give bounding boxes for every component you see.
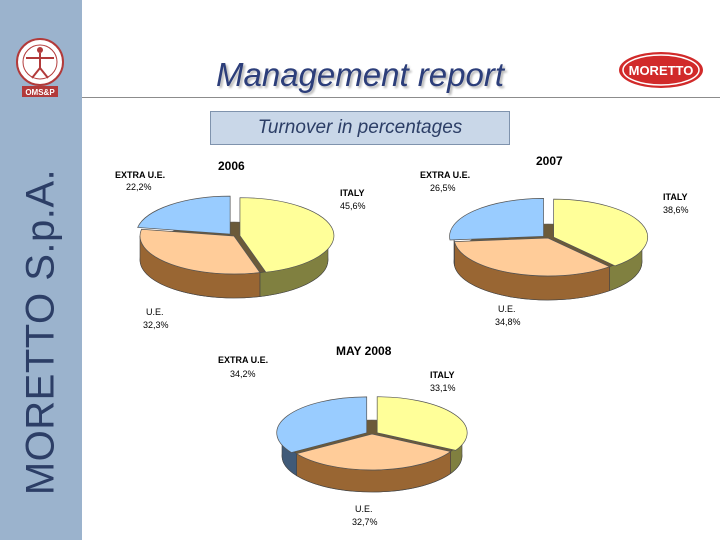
oms-logo: OMS&P: [16, 38, 64, 97]
chart-2007-extra-ue-slice: [449, 198, 544, 241]
chart-may2008-extra-ue-value: 34,2%: [230, 369, 256, 379]
chart-2007-extra-ue-label: EXTRA U.E.: [420, 170, 471, 180]
pie-charts: [137, 195, 648, 493]
chart-2006-title: 2006: [218, 159, 245, 173]
chart-may2008-ue-slice: [295, 433, 452, 471]
chart-may2008-extra-ue-slice: [276, 396, 368, 453]
chart-may2008-ue-label: U.E.: [355, 504, 373, 514]
moretto-logo-text: MORETTO: [629, 63, 694, 78]
chart-2006-extra-ue-value: 22,2%: [126, 182, 152, 192]
moretto-logo: MORETTO: [619, 52, 703, 88]
chart-2006-italy-value: 45,6%: [340, 201, 366, 211]
sidebar: OMS&P MORETTO S.p.A.: [0, 0, 82, 540]
chart-panel: 2006 EXTRA U.E. 22,2% ITALY 45,6% U.E. 3…: [100, 148, 689, 538]
chart-2007-title: 2007: [536, 154, 563, 168]
chart-2007-ue-slice: [453, 237, 611, 277]
chart-2006-ue-label: U.E.: [146, 307, 164, 317]
chart-may2008-italy-slice: [376, 396, 468, 451]
chart-may2008-italy-value: 33,1%: [430, 383, 456, 393]
chart-2006-ue-value: 32,3%: [143, 320, 169, 330]
subtitle-box: Turnover in percentages: [210, 111, 510, 145]
chart-may2008-title: MAY 2008: [336, 344, 392, 358]
chart-2006-extra-ue-label: EXTRA U.E.: [115, 170, 166, 180]
company-vertical-label: MORETTO S.p.A.: [18, 168, 63, 496]
chart-may2008-italy-label: ITALY: [430, 370, 455, 380]
chart-2007-ue-label: U.E.: [498, 304, 516, 314]
chart-2006-extra-ue-slice: [137, 195, 231, 235]
chart-2007-italy-label: ITALY: [663, 192, 688, 202]
page-title: Management report: [216, 56, 504, 93]
chart-2007-ue-value: 34,8%: [495, 317, 521, 327]
chart-2007-extra-ue-value: 26,5%: [430, 183, 456, 193]
chart-2007-italy-slice: [553, 198, 648, 267]
chart-may2008-ue-value: 32,7%: [352, 517, 378, 527]
chart-2007-italy-value: 38,6%: [663, 205, 689, 215]
chart-2006-ue-slice: [139, 228, 261, 275]
chart-may2008-extra-ue-label: EXTRA U.E.: [218, 355, 269, 365]
title-divider: [82, 97, 720, 98]
oms-logo-text: OMS&P: [25, 88, 55, 97]
chart-2006-italy-label: ITALY: [340, 188, 365, 198]
chart-2006-italy-slice: [239, 197, 335, 273]
